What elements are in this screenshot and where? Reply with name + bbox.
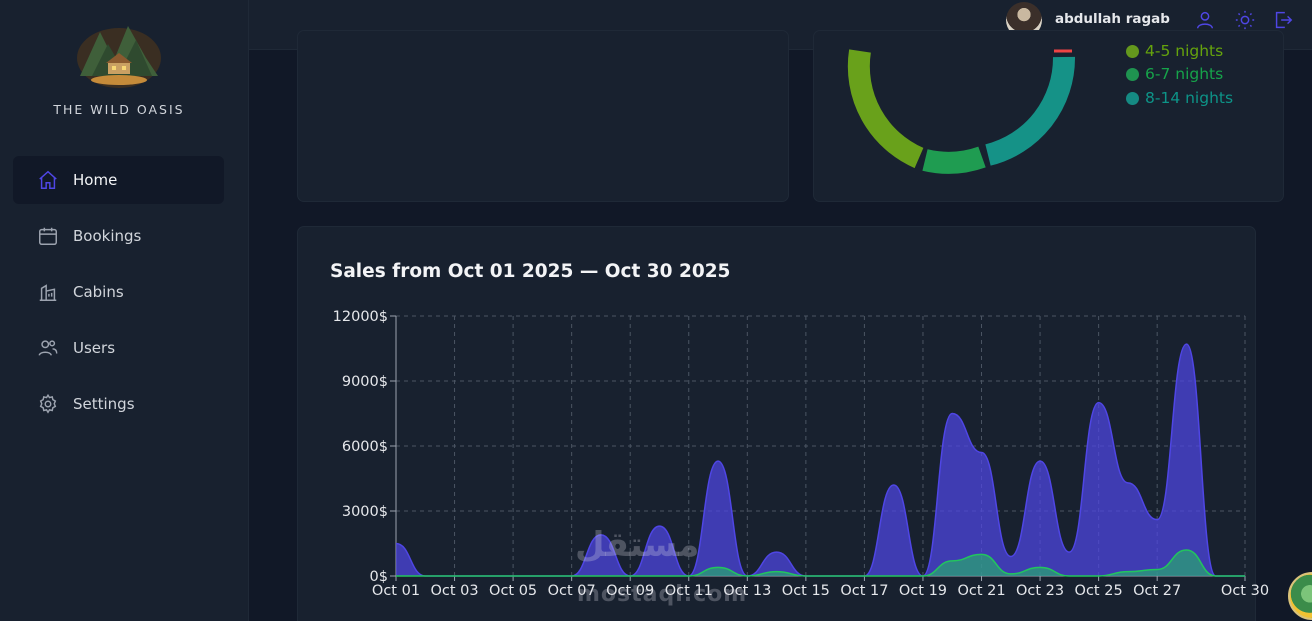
x-tick-label: Oct 05 — [489, 583, 537, 599]
legend-dot — [1126, 67, 1139, 81]
users-icon — [38, 340, 58, 356]
y-tick-label: 0$ — [370, 569, 388, 585]
logo-icon — [77, 26, 161, 88]
watermark-text: mostaql.com — [577, 582, 748, 607]
sidebar-item-bookings[interactable]: Bookings — [13, 212, 224, 260]
x-tick-label: Oct 17 — [840, 583, 888, 599]
sidebar-item-cabins[interactable]: Cabins — [13, 268, 224, 316]
y-tick-label: 6000$ — [342, 439, 388, 455]
y-tick-label: 9000$ — [342, 374, 388, 390]
cabin-icon — [39, 284, 57, 301]
x-tick-label: Oct 25 — [1075, 583, 1123, 599]
sidebar-item-label: Bookings — [73, 227, 142, 245]
y-tick-label: 3000$ — [342, 504, 388, 520]
activity-card — [297, 30, 789, 202]
home-icon — [39, 170, 57, 189]
sidebar: THE WILD OASIS Home Bookings Cabins User… — [0, 0, 249, 621]
x-tick-label: Oct 23 — [1016, 583, 1064, 599]
chart-title: Sales from Oct 01 2025 — Oct 30 2025 — [330, 261, 731, 282]
sidebar-item-home[interactable]: Home — [13, 156, 224, 204]
series-area-0 — [396, 344, 1245, 576]
sidebar-item-label: Cabins — [73, 283, 124, 301]
x-tick-label: Oct 11 — [665, 583, 713, 599]
watermark-logo: مستقل — [575, 525, 700, 565]
x-tick-label: Oct 07 — [548, 583, 596, 599]
x-tick-label: Oct 30 — [1221, 583, 1269, 599]
legend-item: 8-14 nights — [1126, 89, 1233, 107]
sidebar-item-settings[interactable]: Settings — [13, 380, 224, 428]
legend-dot — [1126, 44, 1139, 58]
sidebar-item-label: Settings — [73, 395, 135, 413]
x-tick-label: Oct 19 — [899, 583, 947, 599]
x-tick-label: Oct 15 — [782, 583, 830, 599]
stay-duration-card: 4-5 nights 6-7 nights 8-14 nights — [813, 30, 1284, 202]
calendar-icon — [39, 227, 57, 245]
user-icon[interactable] — [1194, 9, 1216, 31]
x-tick-label: Oct 01 — [372, 583, 420, 599]
legend-label: 4-5 nights — [1145, 42, 1224, 60]
x-tick-label: Oct 27 — [1133, 583, 1181, 599]
x-tick-label: Oct 09 — [606, 583, 654, 599]
legend-label: 6-7 nights — [1145, 65, 1224, 83]
sun-icon[interactable] — [1234, 9, 1256, 31]
x-tick-label: Oct 03 — [430, 583, 478, 599]
legend-item: 4-5 nights — [1126, 42, 1223, 60]
legend-label: 8-14 nights — [1145, 89, 1234, 107]
donut-slice-6-7 — [922, 146, 986, 174]
sidebar-item-label: Home — [73, 171, 118, 189]
x-tick-label: Oct 13 — [723, 583, 771, 599]
donut-slice-4-5 — [847, 49, 924, 169]
logout-icon[interactable] — [1272, 9, 1294, 31]
duration-donut — [847, 49, 1076, 174]
donut-slice-8-14 — [985, 56, 1076, 166]
gear-icon — [39, 393, 57, 414]
legend-dot — [1126, 91, 1139, 105]
x-tick-label: Oct 21 — [957, 583, 1005, 599]
legend-item: 6-7 nights — [1126, 65, 1223, 83]
sidebar-nav: Home Bookings Cabins Users Settings — [13, 156, 224, 436]
series-area-1 — [396, 550, 1245, 576]
sidebar-item-users[interactable]: Users — [13, 324, 224, 372]
series-line-1 — [396, 549, 1245, 577]
sidebar-item-label: Users — [73, 339, 116, 357]
username: abdullah ragab — [1055, 11, 1170, 27]
y-tick-label: 12000$ — [333, 309, 388, 325]
brand-name: THE WILD OASIS — [53, 102, 185, 117]
